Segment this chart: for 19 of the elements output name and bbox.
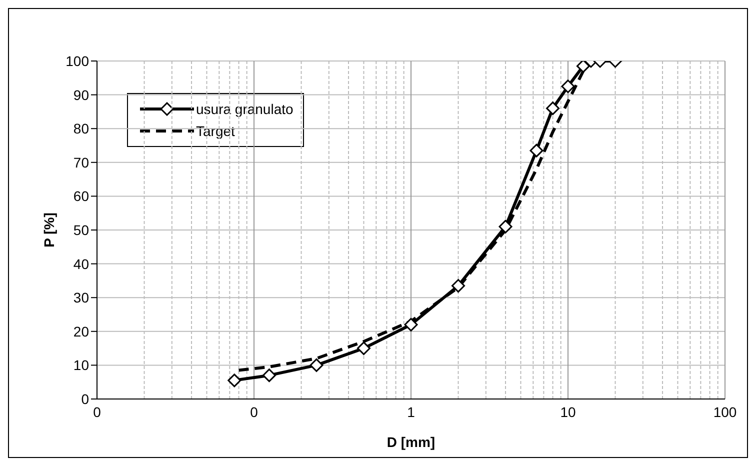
y-tick-label: 50: [73, 222, 90, 238]
y-tick-label: 80: [73, 120, 90, 137]
x-tick-label: 0: [93, 404, 102, 420]
x-tick-label: 0: [250, 404, 258, 420]
y-tick-label: 60: [73, 188, 90, 204]
x-axis-title: D [mm]: [386, 434, 436, 450]
legend-label: usura granulato: [196, 101, 294, 117]
y-tick-label: 40: [73, 256, 90, 272]
y-tick-label: 10: [73, 357, 90, 374]
x-tick-label: 1: [407, 404, 416, 420]
y-tick-label: 20: [73, 323, 90, 340]
y-axis-title: P [%]: [40, 212, 57, 248]
x-tick-label: 100: [713, 404, 737, 420]
y-tick-label: 30: [73, 290, 90, 306]
y-tick-label: 100: [66, 52, 90, 69]
y-tick-label: 90: [73, 86, 90, 103]
y-tick-label: 70: [73, 154, 90, 170]
y-tick-label: 0: [81, 390, 90, 407]
x-tick-label: 10: [560, 404, 576, 420]
